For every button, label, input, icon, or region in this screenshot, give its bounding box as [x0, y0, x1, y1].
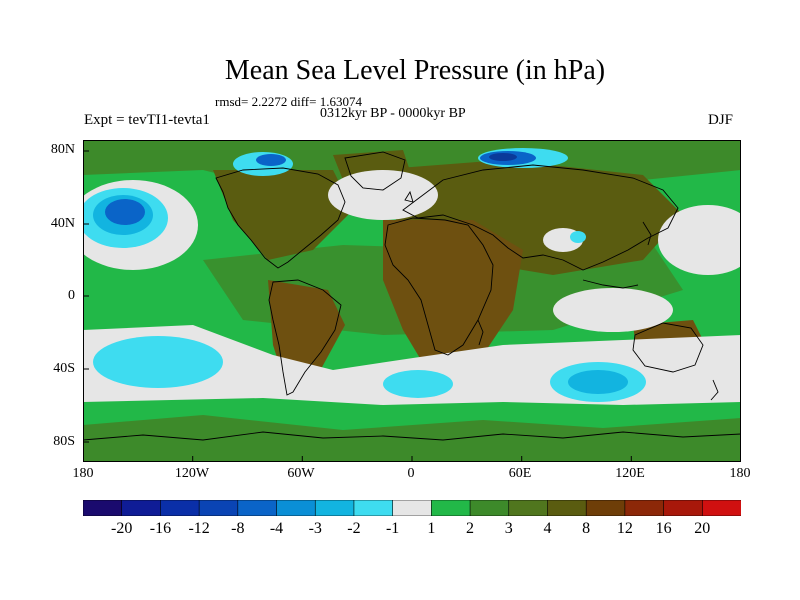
field-near-zero-indian — [553, 288, 673, 332]
colorbar-label: 12 — [616, 520, 633, 537]
colorbar-box — [276, 500, 317, 516]
field-light-cyan-satlantic — [383, 370, 453, 398]
colorbar-label: 4 — [543, 520, 552, 537]
colorbar-box — [431, 500, 471, 516]
coast-africa — [384, 217, 494, 356]
lon-label-180e: 180 — [729, 466, 751, 481]
colorbar-box — [547, 500, 587, 516]
lat-label-80n: 80N — [50, 142, 75, 157]
colorbar-box — [701, 500, 741, 516]
coast-south-america — [268, 279, 342, 396]
coast-eurasia — [402, 164, 679, 271]
colorbar-label: -2 — [347, 520, 361, 537]
field-brown-africa — [383, 220, 523, 380]
field-blue-npacific — [105, 199, 145, 225]
coast-greenland — [344, 151, 406, 191]
colorbar-box — [353, 500, 394, 516]
coastlines — [83, 151, 741, 441]
colorbar-box — [121, 500, 162, 516]
field-cyan-sindian — [568, 370, 628, 394]
colorbar-label: -16 — [149, 520, 172, 537]
field-light-cyan-spacific — [93, 336, 223, 388]
colorbar-box — [392, 500, 433, 516]
field-near-zero-natlantic — [328, 170, 438, 220]
field-near-zero-wpacific — [658, 205, 741, 275]
lon-label-120e: 120E — [615, 466, 645, 481]
field-dark-green-southern — [83, 415, 741, 462]
lon-label-0: 0 — [407, 466, 415, 481]
colorbar-label: 1 — [427, 520, 436, 537]
colorbar-label: -12 — [188, 520, 210, 537]
colorbar — [83, 500, 741, 516]
lat-label-80s: 80S — [53, 434, 75, 449]
coast-uk — [404, 190, 414, 203]
colorbar-box — [198, 500, 239, 516]
colorbar-box — [469, 500, 510, 516]
coast-north-america — [215, 167, 346, 269]
coast-indonesia — [582, 279, 639, 289]
colorbar-box — [585, 500, 626, 516]
map-ticks — [83, 150, 741, 462]
colorbar-box — [663, 500, 704, 516]
lat-label-40n: 40N — [50, 216, 75, 231]
colorbar-box — [508, 500, 549, 516]
colorbar-box — [160, 500, 200, 516]
period-label: 0312kyr BP - 0000kyr BP — [320, 106, 466, 121]
coast-nz — [710, 379, 719, 401]
coast-madagascar — [477, 319, 484, 346]
experiment-label: Expt = tevTI1-tevta1 — [84, 112, 210, 128]
field-dark-blue-siberia — [489, 153, 517, 161]
season-label: DJF — [708, 112, 734, 128]
lat-label-eq: 0 — [68, 288, 75, 303]
colorbar-label: 3 — [504, 520, 513, 537]
colorbar-box — [314, 500, 355, 516]
colorbar-label: -1 — [385, 520, 400, 537]
lon-label-180w: 180 — [72, 466, 94, 481]
lat-label-40s: 40S — [53, 361, 75, 376]
lon-label-120w: 120W — [174, 466, 210, 481]
colorbar-box — [83, 500, 123, 516]
colorbar-label: 2 — [466, 520, 475, 537]
colorbar-label: 16 — [655, 520, 672, 537]
field-blue-canada — [256, 154, 286, 166]
colorbar-label: -3 — [308, 520, 322, 537]
colorbar-label: -20 — [111, 520, 133, 537]
coast-antarctica — [83, 431, 741, 441]
colorbar-label: 20 — [694, 520, 711, 537]
colorbar-label: 8 — [582, 520, 591, 537]
colorbar-label: -4 — [269, 520, 284, 537]
lon-label-60e: 60E — [508, 466, 532, 481]
colorbar-box — [237, 500, 278, 516]
coast-australia — [632, 322, 704, 373]
stats-line: rmsd= 2.2272 diff= 1.63074 — [215, 94, 362, 109]
colorbar-box — [624, 500, 665, 516]
field-light-cyan-tibet — [570, 231, 586, 243]
map-title: Mean Sea Level Pressure (in hPa) — [224, 55, 606, 86]
pressure-map — [83, 140, 741, 462]
colorbar-label: -8 — [231, 520, 245, 537]
coast-japan — [642, 221, 652, 246]
lon-label-60w: 60W — [287, 466, 315, 481]
